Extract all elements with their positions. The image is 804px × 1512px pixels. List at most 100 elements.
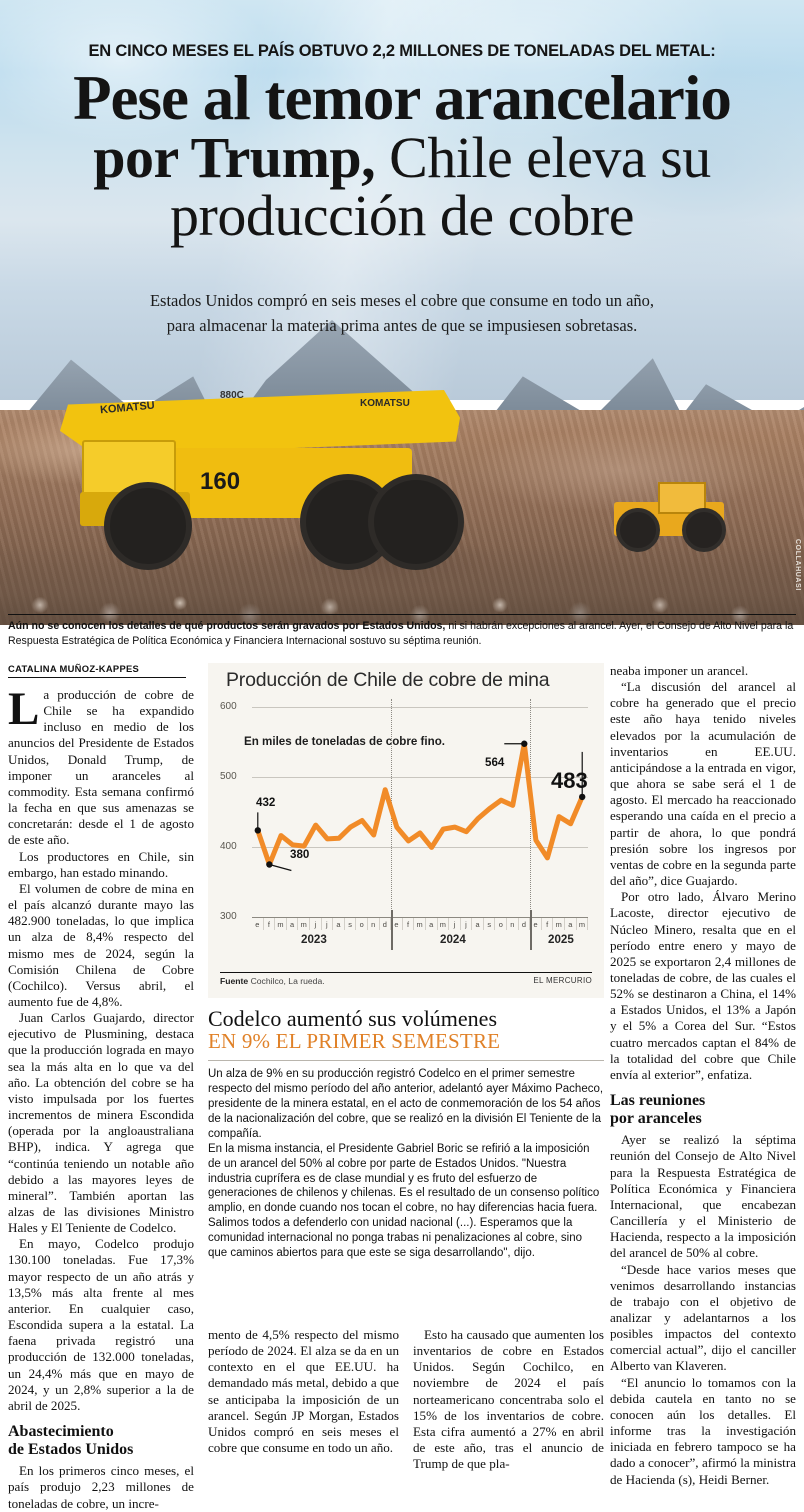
subhead-line-2: por aranceles — [610, 1109, 702, 1127]
axis-line — [252, 917, 588, 918]
headline-line-2-rest: Chile eleva su — [375, 125, 711, 191]
chart-plot-area — [252, 699, 588, 927]
month-tick: m — [298, 918, 310, 930]
mining-loader-vehicle — [596, 476, 746, 556]
codelco-body: Un alza de 9% en su producción registró … — [208, 1067, 604, 1261]
annotation-564: 564 — [485, 756, 505, 769]
truck-brand-label-right: KOMATSU — [360, 398, 410, 409]
chart-source: Fuente Cochilco, La rueda. — [220, 976, 325, 986]
month-tick: j — [322, 918, 334, 930]
photo-credit: COLLAHUASI — [794, 539, 801, 591]
month-tick: o — [495, 918, 508, 930]
truck-number: 160 — [200, 468, 241, 495]
loader-wheel — [682, 508, 726, 552]
source-label: Fuente — [220, 976, 249, 986]
headline-line-2-bold: por Trump, — [93, 125, 376, 191]
section-subhead: Abastecimiento de Estados Unidos — [8, 1423, 194, 1458]
month-tick: j — [461, 918, 473, 930]
page-title: Pese al temor arancelario por Trump, Chi… — [0, 63, 804, 249]
caption-lead: Aún no se conocen los detalles de qué pr… — [8, 620, 446, 632]
y-tick-300: 300 — [220, 911, 237, 922]
right-column-body: neaba imponer un arancel. “La discusión … — [610, 663, 796, 1488]
chart-line-series — [255, 741, 585, 867]
paragraph: Los productores en Chile, sin embargo, h… — [8, 848, 194, 880]
chart-annotation-markers — [254, 740, 586, 872]
bottom-column-1: mento de 4,5% respecto del mismo período… — [208, 1327, 399, 1472]
chart-subtitle: En miles de toneladas de cobre fino. — [244, 735, 446, 748]
paragraph: El volumen de cobre de mina en el país a… — [8, 880, 194, 1009]
month-tick: f — [542, 918, 554, 930]
month-tick: n — [507, 918, 519, 930]
photo-caption: Aún no se conocen los detalles de qué pr… — [8, 619, 796, 649]
month-tick: f — [264, 918, 276, 930]
year-separator — [530, 910, 532, 950]
headline-line-3: producción de cobre — [170, 183, 634, 249]
truck-wheel — [368, 474, 464, 570]
codelco-headline-2: EN 9% EL PRIMER SEMESTRE — [208, 1029, 501, 1054]
month-tick: m — [438, 918, 450, 930]
chart-footer: Fuente Cochilco, La rueda. EL MERCURIO — [220, 972, 592, 986]
year-separator — [391, 910, 393, 950]
subhead-line-1: Las reuniones — [610, 1092, 706, 1110]
annotation-432: 432 — [256, 796, 276, 809]
loader-wheel — [616, 508, 660, 552]
month-tick: m — [553, 918, 566, 930]
paragraph: “Desde hace varios meses que venimos des… — [610, 1261, 796, 1374]
y-tick-400: 400 — [220, 841, 237, 852]
kicker-text: EN CINCO MESES EL PAÍS OBTUVO 2,2 MILLON… — [88, 42, 716, 60]
month-tick: m — [577, 918, 589, 930]
annotation-380: 380 — [290, 848, 310, 861]
gridline-600 — [252, 707, 588, 708]
haul-truck: 160 KOMATSU KOMATSU 880C — [60, 382, 464, 572]
standfirst: Estados Unidos compró en seis meses el c… — [86, 288, 718, 338]
paragraph: En los primeros cinco meses, el país pro… — [8, 1463, 194, 1511]
standfirst-line-2: para almacenar la materia prima antes de… — [166, 316, 638, 336]
paragraph: mento de 4,5% respecto del mismo período… — [208, 1327, 399, 1456]
bottom-middle-columns: mento de 4,5% respecto del mismo período… — [208, 1327, 604, 1472]
paragraph: “El anuncio lo tomamos con la debida cau… — [610, 1374, 796, 1487]
codelco-divider — [208, 1059, 604, 1061]
codelco-sidebar: Codelco aumentó sus volúmenes EN 9% EL P… — [208, 1007, 604, 1261]
month-tick: e — [530, 918, 542, 930]
y-tick-500: 500 — [220, 771, 237, 782]
paragraph: Juan Carlos Guajardo, director ejecutivo… — [8, 1010, 194, 1236]
paragraph: En mayo, Codelco produjo 130.100 tonelad… — [8, 1236, 194, 1413]
month-tick: a — [287, 918, 299, 930]
month-tick: e — [252, 918, 264, 930]
year-label-2024: 2024 — [440, 933, 466, 946]
section-subhead: Las reuniones por aranceles — [610, 1092, 796, 1127]
chart-production-chile: Producción de Chile de cobre de mina En … — [208, 663, 604, 998]
paragraph: Esto ha causado que aumenten los inventa… — [413, 1327, 604, 1472]
month-tick: s — [484, 918, 496, 930]
month-tick: a — [426, 918, 438, 930]
month-tick: m — [414, 918, 426, 930]
paragraph-text: a producción de cobre de Chile se ha exp… — [8, 687, 194, 848]
year-label-row: 2023 2024 2025 — [252, 910, 588, 950]
month-tick: s — [345, 918, 357, 930]
gridline-400 — [252, 847, 588, 848]
annotation-483: 483 — [551, 768, 588, 793]
month-tick: d — [380, 918, 392, 930]
month-tick: f — [403, 918, 415, 930]
paragraph: “La discusión del arancel al cobre ha ge… — [610, 679, 796, 889]
standfirst-line-1: Estados Unidos compró en seis meses el c… — [149, 291, 655, 310]
year-label-2025: 2025 — [548, 933, 574, 946]
headline-line-1: Pese al temor arancelario — [73, 63, 732, 133]
caption-divider — [8, 614, 796, 615]
month-tick: a — [565, 918, 577, 930]
caption-rest: ni si habrán excepciones al arancel. Aye… — [8, 620, 794, 648]
month-tick: j — [310, 918, 322, 930]
paragraph: neaba imponer un arancel. — [610, 663, 749, 678]
month-tick: n — [368, 918, 380, 930]
bottom-column-2: Esto ha causado que aumenten los inventa… — [413, 1327, 604, 1472]
headline-line-2: por Trump, Chile eleva su — [0, 129, 804, 187]
right-text-column: neaba imponer un arancel. “La discusión … — [610, 663, 796, 1488]
month-tick: j — [449, 918, 461, 930]
month-tick: o — [356, 918, 368, 930]
